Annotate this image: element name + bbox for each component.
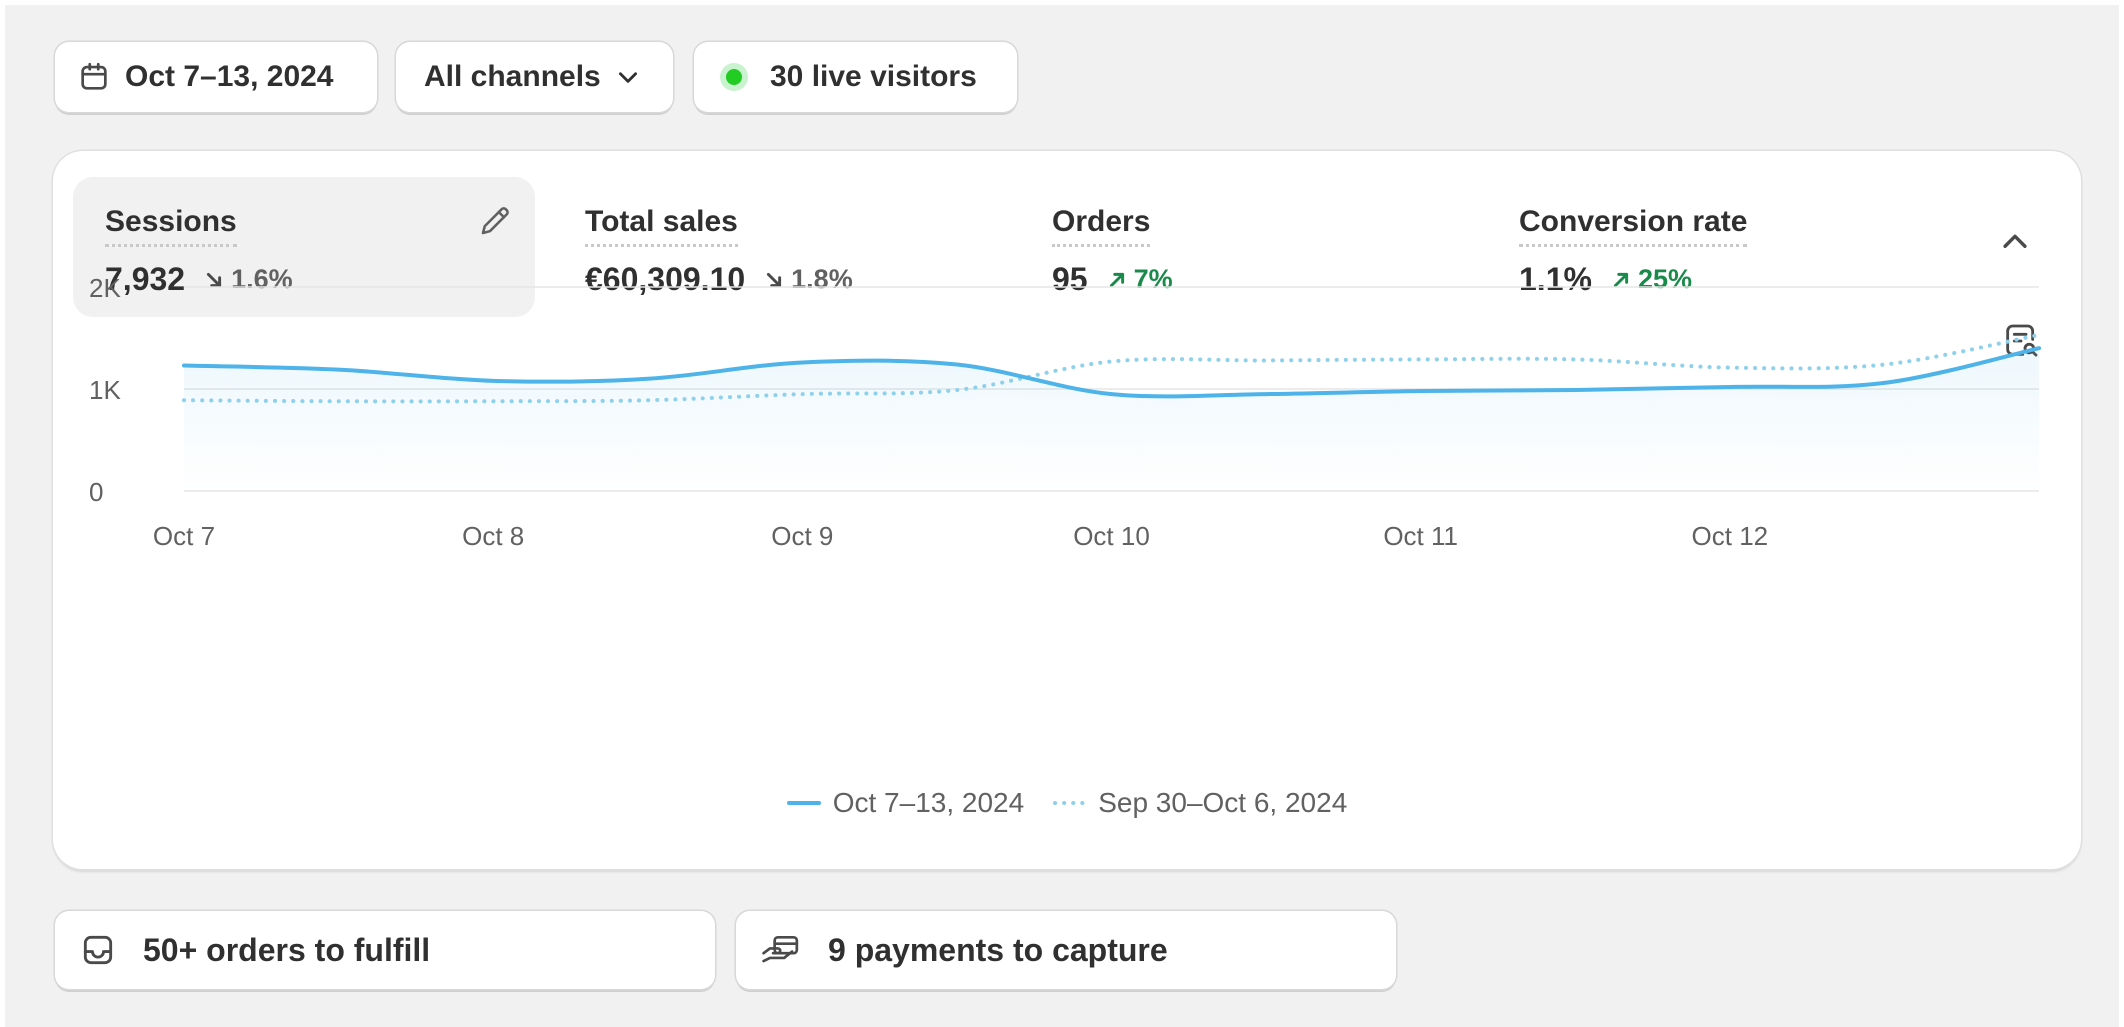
calendar-icon	[77, 60, 111, 94]
metric-value: €60,309.10	[585, 261, 746, 297]
series-line-comparison	[182, 332, 2041, 404]
metric-value: 95	[1052, 261, 1088, 297]
live-dot-icon	[720, 63, 748, 91]
legend-item-comparison: Sep 30–Oct 6, 2024	[1052, 787, 1347, 819]
analytics-card: Sessions 7,932 1.6% Total sales	[53, 151, 2081, 869]
arrow-down-right-icon	[206, 272, 222, 287]
x-tick-label: Oct 11	[1383, 521, 1458, 551]
hand-card-icon	[760, 931, 802, 969]
metric-title: Orders	[1052, 205, 1151, 247]
legend-solid-line	[786, 801, 821, 805]
metric-change-value: 25%	[1637, 264, 1692, 294]
x-tick-label: Oct 10	[1073, 521, 1150, 551]
chevron-up-icon[interactable]	[1998, 225, 2032, 264]
y-tick-label: 0	[89, 477, 103, 507]
chevron-down-icon	[615, 64, 641, 90]
series-area-current	[184, 348, 2039, 491]
y-tick-label: 2K	[89, 273, 121, 303]
dashboard-canvas: Oct 7–13, 2024 All channels 30 live visi…	[5, 5, 2119, 1027]
metric-tab-orders[interactable]: Orders 95 7%	[1020, 177, 1460, 317]
metric-value: 7,932	[105, 261, 186, 297]
chart-legend: Oct 7–13, 2024 Sep 30–Oct 6, 2024	[53, 787, 2081, 819]
arrow-down-right-icon	[767, 272, 782, 287]
metric-tab-total-sales[interactable]: Total sales €60,309.10 1.8%	[553, 177, 993, 317]
sessions-chart: 0 1K 2K Oct 7 Oct 8 Oct 9 Oct 10 Oct 11 Oct 12	[89, 273, 2041, 551]
payments-to-capture-button[interactable]: 9 payments to capture	[736, 911, 1396, 989]
channels-label: All channels	[424, 60, 601, 93]
legend-dotted-line	[1053, 801, 1087, 805]
x-tick-label: Oct 12	[1692, 521, 1769, 551]
metric-change: 25%	[1612, 264, 1692, 295]
metric-tab-conversion-rate[interactable]: Conversion rate 1.1% 25%	[1487, 177, 1927, 317]
legend-label: Sep 30–Oct 6, 2024	[1098, 787, 1348, 818]
inbox-icon	[79, 931, 117, 969]
payments-to-capture-label: 9 payments to capture	[828, 931, 1168, 968]
x-tick-label: Oct 8	[462, 521, 524, 551]
metric-change: 7%	[1108, 264, 1173, 295]
metric-change-value: 1.6%	[231, 264, 293, 294]
metric-change: 1.8%	[765, 264, 853, 295]
arrow-up-right-icon	[1613, 272, 1629, 287]
date-range-label: Oct 7–13, 2024	[125, 60, 334, 93]
legend-item-current: Oct 7–13, 2024	[786, 787, 1025, 819]
live-visitors-label: 30 live visitors	[770, 60, 977, 93]
legend-label: Oct 7–13, 2024	[832, 787, 1025, 818]
y-tick-label: 1K	[89, 375, 121, 405]
metric-title: Conversion rate	[1519, 205, 1748, 247]
metric-change: 1.6%	[205, 264, 293, 295]
metric-change-value: 7%	[1133, 264, 1173, 294]
metric-tab-sessions[interactable]: Sessions 7,932 1.6%	[73, 177, 535, 317]
arrow-up-right-icon	[1109, 272, 1124, 287]
x-tick-label: Oct 9	[771, 521, 833, 551]
x-tick-label: Oct 7	[153, 521, 215, 551]
series-line-current	[182, 346, 2041, 399]
live-visitors-button[interactable]: 30 live visitors	[694, 42, 1017, 112]
orders-to-fulfill-button[interactable]: 50+ orders to fulfill	[55, 911, 715, 989]
metric-title: Sessions	[105, 205, 237, 247]
date-range-button[interactable]: Oct 7–13, 2024	[55, 42, 377, 112]
metric-value: 1.1%	[1519, 261, 1592, 297]
metric-change-value: 1.8%	[791, 264, 853, 294]
orders-to-fulfill-label: 50+ orders to fulfill	[143, 931, 431, 968]
pencil-icon[interactable]	[477, 203, 513, 244]
metric-title: Total sales	[585, 205, 738, 247]
channels-dropdown[interactable]: All channels	[396, 42, 673, 112]
